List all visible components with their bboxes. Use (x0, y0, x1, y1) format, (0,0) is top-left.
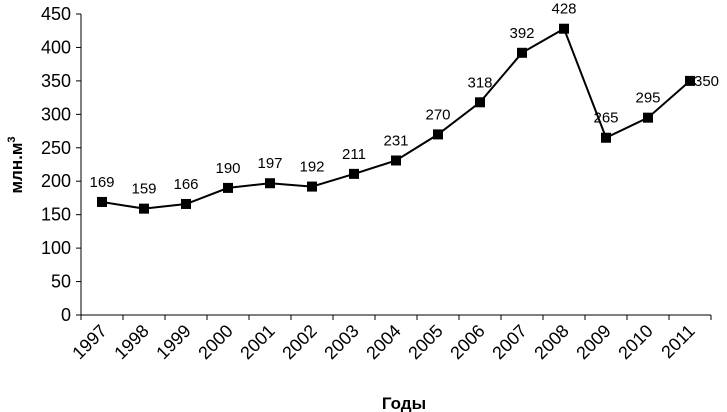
x-tick-label: 2004 (362, 321, 404, 363)
x-tick-label: 2011 (657, 321, 699, 363)
data-point-marker (181, 198, 191, 209)
data-point-marker (559, 23, 569, 34)
data-point-marker (433, 129, 443, 140)
data-label: 166 (173, 176, 198, 193)
x-tick-label: 2008 (530, 321, 572, 363)
x-tick-label: 1997 (68, 321, 110, 363)
data-point-marker (349, 168, 359, 179)
data-label: 231 (383, 132, 408, 149)
data-label: 428 (551, 1, 576, 18)
y-tick-label: 250 (41, 138, 71, 158)
y-tick-label: 50 (51, 272, 71, 292)
data-point-marker (97, 196, 107, 207)
x-tick-label: 2006 (446, 321, 488, 363)
y-tick-label: 400 (41, 37, 71, 57)
y-axis: 0 50 100 150 200 250 300 350 400 450 (41, 4, 82, 325)
data-point-marker (391, 155, 401, 166)
data-point-marker (643, 112, 653, 123)
y-tick-label: 100 (41, 238, 71, 258)
y-tick-label: 350 (41, 71, 71, 91)
x-tick-label: 1998 (110, 321, 152, 363)
y-axis-title: млн.м3 (6, 136, 26, 193)
data-point-marker (223, 182, 233, 193)
data-labels-group: 169 159 166 190 197 192 211 231 270 318 392 428 265 2… (89, 1, 719, 198)
data-label: 265 (593, 110, 618, 127)
data-point-marker (265, 178, 275, 189)
data-label: 318 (467, 74, 492, 91)
data-label: 190 (215, 160, 240, 177)
data-label: 211 (342, 146, 366, 163)
data-label: 159 (131, 181, 156, 198)
x-tick-label: 2009 (572, 321, 614, 363)
data-label: 192 (299, 159, 324, 176)
data-point-marker (601, 132, 611, 143)
y-tick-label: 150 (41, 205, 71, 225)
data-label: 197 (257, 155, 282, 172)
data-point-marker (139, 203, 149, 214)
x-tick-label: 2005 (404, 321, 446, 363)
series-line-group (97, 23, 695, 214)
y-tick-label: 300 (41, 104, 71, 124)
x-tick-label: 2007 (488, 321, 530, 363)
data-point-marker (307, 181, 317, 192)
x-tick-label: 1999 (152, 321, 194, 363)
x-axis: 1997 1998 1999 2000 2001 2002 2003 2004 2005 2006… (68, 314, 712, 363)
data-point-marker (685, 75, 695, 86)
x-tick-label: 2002 (278, 321, 320, 363)
data-label: 169 (89, 174, 114, 191)
data-label: 350 (694, 73, 719, 90)
y-tick-label: 200 (41, 171, 71, 191)
y-tick-label: 450 (41, 4, 71, 24)
data-label: 295 (635, 90, 660, 107)
x-tick-label: 2000 (194, 321, 236, 363)
y-tick-label: 0 (61, 305, 71, 325)
x-axis-title: Годы (382, 394, 426, 412)
data-label: 392 (509, 25, 534, 42)
data-point-marker (517, 47, 527, 58)
data-point-marker (475, 97, 485, 108)
x-tick-label: 2010 (614, 321, 656, 363)
x-tick-label: 2003 (320, 321, 362, 363)
data-label: 270 (425, 106, 450, 123)
x-tick-label: 2001 (236, 321, 278, 363)
